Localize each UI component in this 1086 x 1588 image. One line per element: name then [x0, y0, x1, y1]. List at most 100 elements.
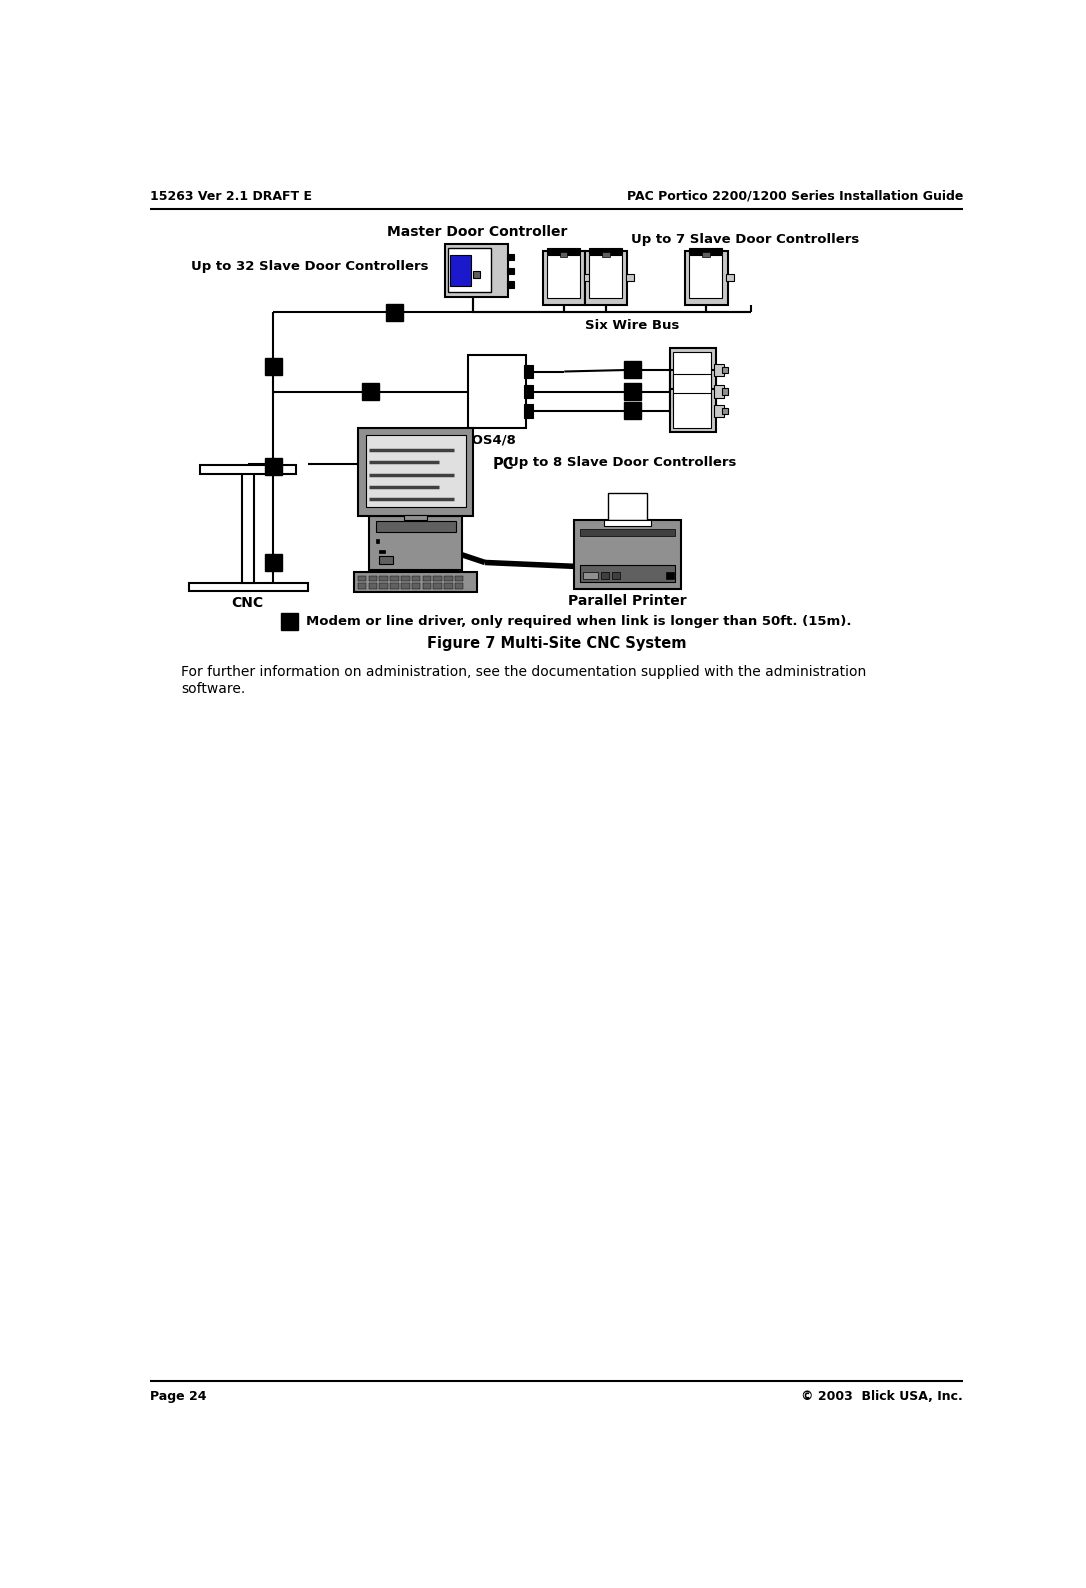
Bar	[358, 583, 366, 589]
Bar	[368, 575, 377, 581]
Bar	[242, 472, 254, 583]
Bar	[369, 516, 462, 570]
Bar	[265, 554, 281, 572]
Text: COS4/8: COS4/8	[462, 434, 516, 446]
Bar	[685, 251, 728, 305]
Bar	[379, 575, 388, 581]
Text: Up to 32 Slave Door Controllers: Up to 32 Slave Door Controllers	[191, 259, 428, 273]
Bar	[404, 515, 427, 521]
Bar	[670, 370, 716, 413]
Bar	[444, 575, 453, 581]
Bar	[412, 575, 420, 581]
Bar	[602, 252, 609, 257]
Bar	[673, 353, 711, 387]
Bar	[450, 256, 471, 286]
Text: Page 24: Page 24	[150, 1390, 206, 1402]
Bar	[358, 427, 473, 516]
Text: Up to 8 Slave Door Controllers: Up to 8 Slave Door Controllers	[508, 456, 736, 468]
Text: CNC: CNC	[231, 596, 264, 610]
Text: software.: software.	[180, 681, 245, 696]
Bar	[506, 254, 515, 260]
Bar	[455, 575, 464, 581]
Bar	[623, 402, 641, 419]
Bar	[376, 540, 379, 543]
Bar	[703, 252, 710, 257]
Text: © 2003  Blick USA, Inc.: © 2003 Blick USA, Inc.	[801, 1390, 963, 1402]
Bar	[673, 394, 711, 427]
Text: Up to 7 Slave Door Controllers: Up to 7 Slave Door Controllers	[631, 232, 859, 246]
Bar	[444, 583, 453, 589]
Bar	[670, 348, 716, 391]
Bar	[265, 457, 281, 475]
Bar	[506, 267, 515, 273]
Bar	[445, 245, 508, 297]
Bar	[722, 389, 729, 394]
Bar	[379, 549, 384, 553]
Bar	[546, 248, 580, 254]
Bar	[281, 613, 298, 630]
Bar	[546, 256, 580, 299]
Bar	[623, 383, 641, 400]
Text: Modem or line driver, only required when link is longer than 50ft. (15m).: Modem or line driver, only required when…	[305, 615, 851, 629]
Text: PAC Portico 2200/1200 Series Installation Guide: PAC Portico 2200/1200 Series Installatio…	[627, 191, 963, 203]
Bar	[715, 405, 723, 418]
Bar	[589, 248, 622, 254]
Bar	[715, 364, 723, 376]
Text: For further information on administration, see the documentation supplied with t: For further information on administratio…	[180, 665, 866, 680]
Bar	[358, 575, 366, 581]
Bar	[189, 583, 307, 591]
Bar	[368, 583, 377, 589]
Bar	[580, 529, 675, 535]
Text: 15263 Ver 2.1 DRAFT E: 15263 Ver 2.1 DRAFT E	[150, 191, 312, 203]
Bar	[689, 248, 722, 254]
Bar	[689, 256, 722, 299]
Bar	[472, 270, 480, 278]
Bar	[525, 384, 533, 399]
Bar	[722, 367, 729, 373]
Bar	[449, 248, 491, 292]
Bar	[354, 573, 477, 592]
Bar	[412, 583, 420, 589]
Bar	[608, 494, 646, 521]
Bar	[506, 281, 515, 287]
Bar	[725, 275, 734, 281]
Bar	[626, 275, 633, 281]
Bar	[525, 365, 533, 378]
Bar	[543, 251, 585, 305]
Bar	[673, 373, 711, 408]
Bar	[455, 583, 464, 589]
Text: Master Door Controller: Master Door Controller	[387, 225, 568, 240]
Bar	[589, 256, 622, 299]
Bar	[390, 583, 399, 589]
Bar	[468, 354, 526, 427]
Bar	[525, 403, 533, 418]
Bar	[401, 583, 409, 589]
Bar	[366, 435, 466, 507]
Text: PC: PC	[493, 457, 514, 472]
Bar	[362, 383, 379, 400]
Bar	[379, 556, 392, 564]
Bar	[265, 357, 281, 375]
Bar	[559, 252, 567, 257]
Bar	[422, 583, 431, 589]
Bar	[200, 465, 296, 473]
Bar	[379, 583, 388, 589]
Bar	[573, 521, 681, 589]
Bar	[670, 389, 716, 432]
Bar	[401, 575, 409, 581]
Bar	[623, 362, 641, 378]
Bar	[666, 572, 673, 580]
Bar	[583, 275, 591, 281]
Bar	[580, 565, 675, 581]
Bar	[376, 521, 456, 532]
Bar	[433, 583, 442, 589]
Bar	[602, 572, 609, 580]
Text: Figure 7 Multi-Site CNC System: Figure 7 Multi-Site CNC System	[427, 635, 686, 651]
Bar	[604, 521, 651, 526]
Text: Parallel Printer: Parallel Printer	[568, 594, 686, 608]
Text: Six Wire Bus: Six Wire Bus	[585, 319, 680, 332]
Bar	[422, 575, 431, 581]
Bar	[585, 251, 628, 305]
Bar	[387, 303, 403, 321]
Bar	[715, 386, 723, 397]
